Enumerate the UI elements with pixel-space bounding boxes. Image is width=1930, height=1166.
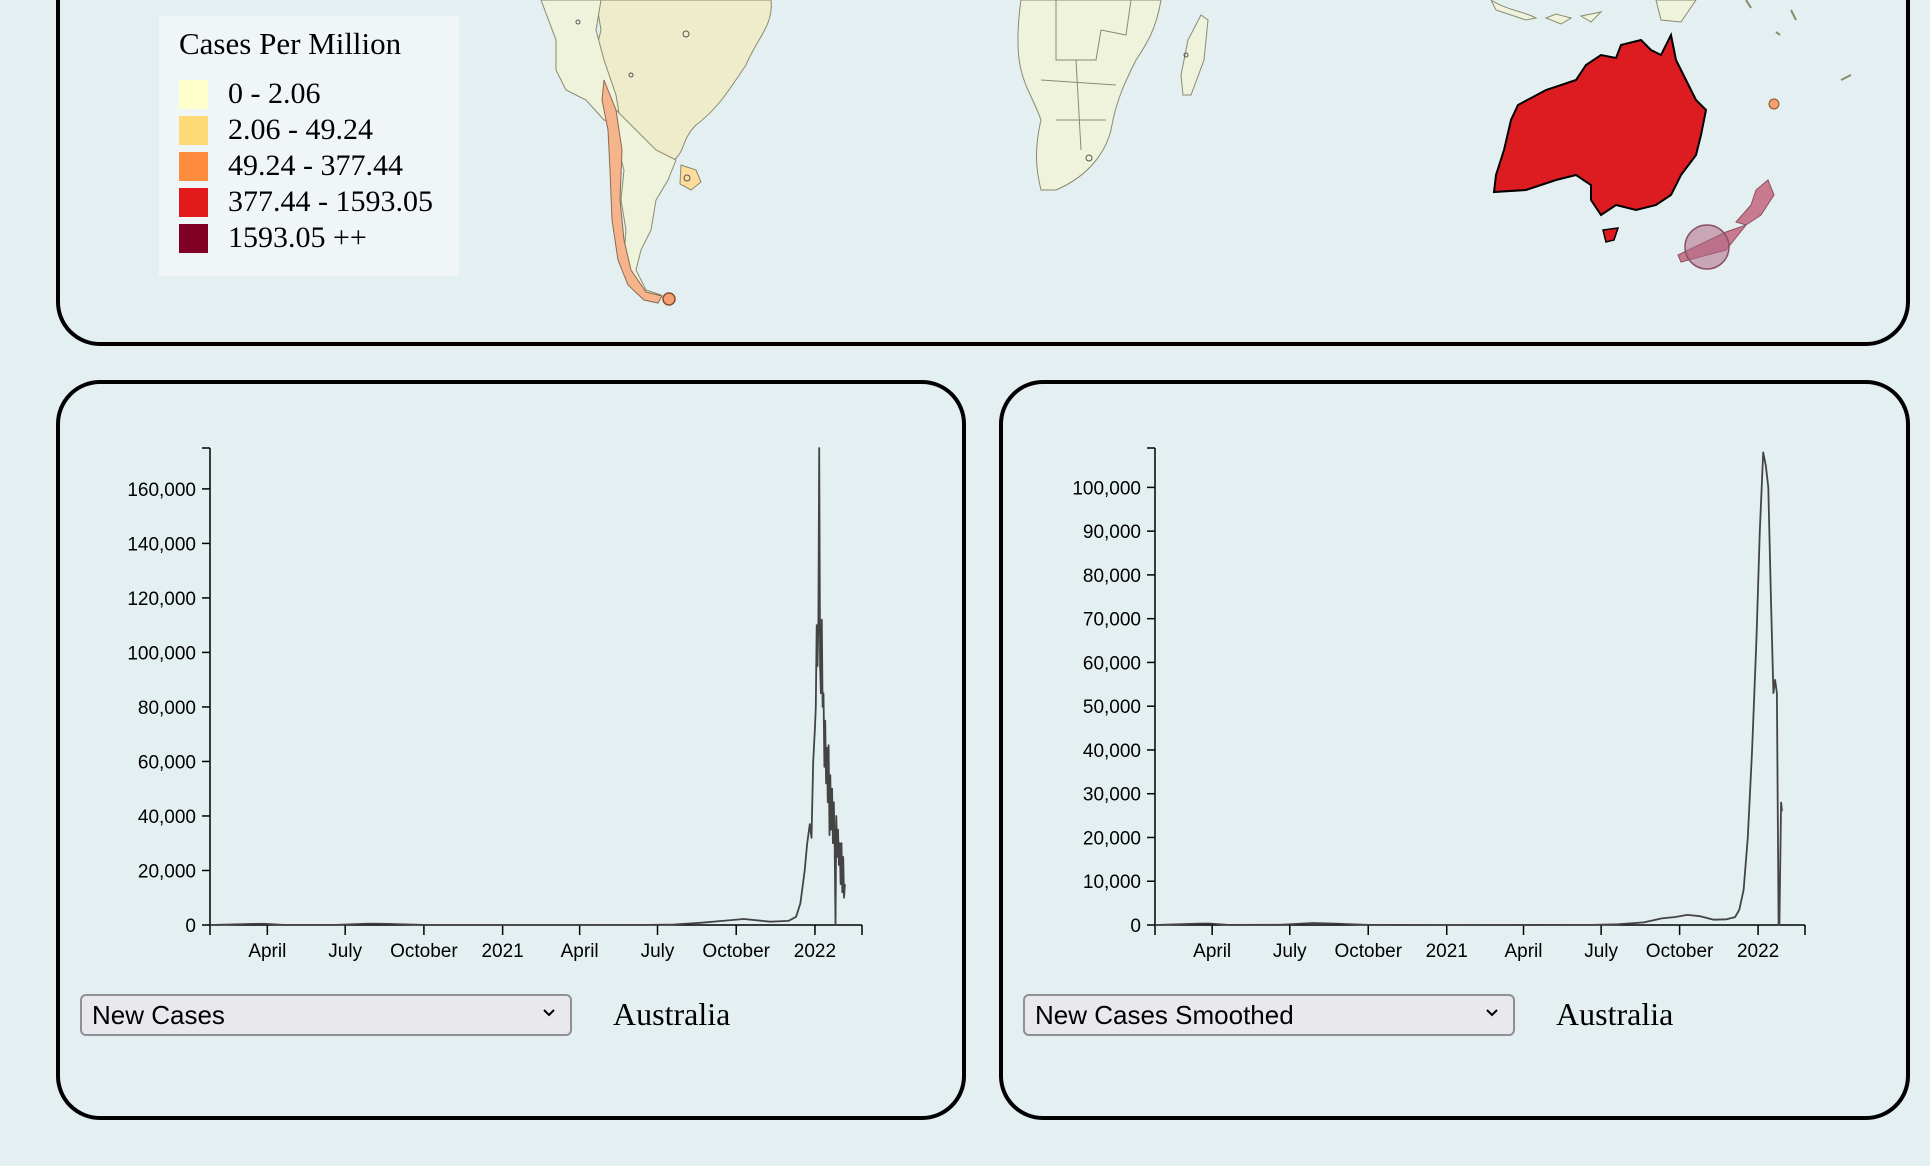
y-tick-label: 40,000 <box>1083 741 1141 762</box>
map-legend: Cases Per Million 0 - 2.06 2.06 - 49.24 49… <box>159 16 459 276</box>
y-tick-label: 40,000 <box>138 807 196 828</box>
map-country-madagascar[interactable] <box>1180 14 1209 96</box>
new-cases-chart-panel: 0 20,000 40,000 60,000 80,000 100,000 120,000 1… <box>56 380 966 1120</box>
metric-select-right[interactable]: New Cases Smoothed <box>1023 994 1515 1036</box>
y-tick-label: 80,000 <box>138 698 196 719</box>
metric-select-right-value: New Cases Smoothed <box>1035 999 1294 1030</box>
metric-select-left[interactable]: New Cases <box>80 994 572 1036</box>
legend-label: 2.06 - 49.24 <box>228 113 373 146</box>
y-tick-label: 50,000 <box>1083 697 1141 718</box>
legend-item: 2.06 - 49.24 <box>179 112 459 148</box>
y-tick-label: 80,000 <box>1083 566 1141 587</box>
x-tick-label: 2021 <box>1426 941 1468 962</box>
legend-item: 377.44 - 1593.05 <box>179 184 459 220</box>
country-label-left: Australia <box>613 996 731 1032</box>
chevron-down-icon <box>543 1009 555 1017</box>
y-tick-label: 120,000 <box>127 589 196 610</box>
x-tick-label: October <box>390 941 458 962</box>
x-tick-label: July <box>328 941 362 962</box>
y-tick-label: 0 <box>1130 916 1141 937</box>
map-country-argentina[interactable] <box>615 108 677 301</box>
new-cases-smoothed-line-chart: 0 10,000 20,000 30,000 40,000 50,000 60,000 70,… <box>1072 447 1806 962</box>
map-country-australia[interactable] <box>1492 31 1708 217</box>
legend-swatch <box>179 115 208 145</box>
map-continent-africa[interactable] <box>1017 0 1162 191</box>
country-label-right: Australia <box>1556 996 1674 1032</box>
legend-item: 1593.05 ++ <box>179 220 459 256</box>
y-tick-label: 70,000 <box>1083 610 1141 631</box>
x-tick-label: April <box>1193 941 1231 962</box>
map-country-chile[interactable] <box>601 79 663 304</box>
y-tick-label: 20,000 <box>1083 828 1141 849</box>
legend-label: 377.44 - 1593.05 <box>228 185 433 218</box>
y-tick-label: 140,000 <box>127 534 196 555</box>
y-tick-label: 30,000 <box>1083 785 1141 806</box>
x-tick-label: April <box>1504 941 1542 962</box>
x-tick-label: October <box>702 941 770 962</box>
x-tick-label: July <box>1584 941 1618 962</box>
map-panel: Cases Per Million 0 - 2.06 2.06 - 49.24 49… <box>56 0 1910 346</box>
legend-label: 1593.05 ++ <box>228 221 367 254</box>
new-cases-line-chart: 0 20,000 40,000 60,000 80,000 100,000 120,000 1… <box>127 447 863 962</box>
x-tick-label: April <box>561 941 599 962</box>
x-tick-label: 2022 <box>1737 941 1779 962</box>
x-tick-label: April <box>248 941 286 962</box>
new-cases-smoothed-chart-panel: 0 10,000 20,000 30,000 40,000 50,000 60,000 70,… <box>999 380 1910 1120</box>
legend-swatch <box>179 151 208 181</box>
x-tick-label: July <box>1273 941 1307 962</box>
y-tick-label: 100,000 <box>1072 478 1141 499</box>
legend-item: 0 - 2.06 <box>179 76 459 112</box>
x-tick-label: October <box>1646 941 1714 962</box>
x-tick-label: 2021 <box>481 941 523 962</box>
legend-label: 49.24 - 377.44 <box>228 149 403 182</box>
map-region-tasmania[interactable] <box>1602 227 1620 243</box>
y-tick-label: 100,000 <box>127 643 196 664</box>
y-tick-label: 60,000 <box>138 752 196 773</box>
x-tick-label: 2022 <box>794 941 836 962</box>
series-line <box>1154 451 1783 926</box>
metric-select-left-value: New Cases <box>92 999 225 1030</box>
legend-item: 49.24 - 377.44 <box>179 148 459 184</box>
legend-swatch <box>179 79 208 109</box>
x-tick-label: October <box>1334 941 1402 962</box>
chevron-down-icon <box>1486 1009 1498 1017</box>
world-map[interactable] <box>56 0 1910 320</box>
y-tick-label: 160,000 <box>127 480 196 501</box>
map-marker-new-zealand[interactable] <box>1684 224 1730 270</box>
y-tick-label: 90,000 <box>1083 522 1141 543</box>
y-tick-label: 20,000 <box>138 861 196 882</box>
series-line <box>209 447 846 926</box>
x-tick-label: July <box>641 941 675 962</box>
legend-swatch <box>179 187 208 217</box>
legend-items: 0 - 2.06 2.06 - 49.24 49.24 - 377.44 377.44… <box>179 76 459 256</box>
legend-title: Cases Per Million <box>179 26 402 61</box>
y-tick-label: 0 <box>185 916 196 937</box>
legend-label: 0 - 2.06 <box>228 77 321 110</box>
map-country-uruguay[interactable] <box>679 164 702 191</box>
legend-swatch <box>179 223 208 253</box>
y-tick-label: 60,000 <box>1083 653 1141 674</box>
y-tick-label: 10,000 <box>1083 872 1141 893</box>
